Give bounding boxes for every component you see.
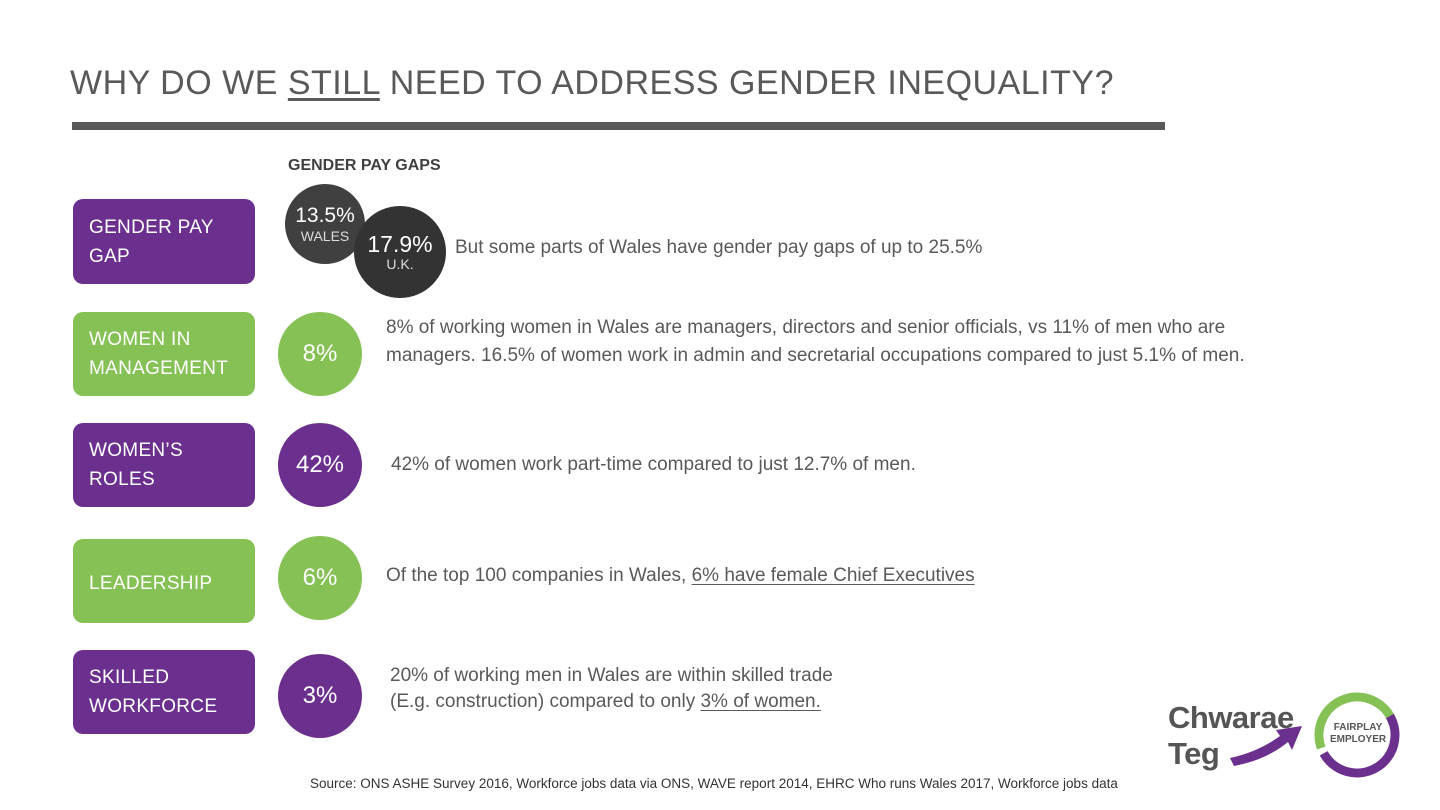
category-label: GENDER PAY GAP: [89, 216, 214, 267]
category-leadership: LEADERSHIP: [73, 539, 255, 623]
roles-stat-circle: 42%: [278, 423, 362, 507]
leadership-text-emphasis: 6% have female Chief Executives: [691, 565, 975, 586]
wales-pay-gap-bubble: 13.5% WALES: [285, 184, 365, 264]
title-text: WHY DO WE: [70, 64, 288, 102]
category-label: LEADERSHIP: [89, 572, 213, 594]
category-skilled-workforce: SKILLED WORKFORCE: [73, 650, 255, 734]
fairplay-employer-badge-icon: [1314, 692, 1400, 778]
category-label: SKILLED WORKFORCE: [89, 667, 218, 717]
skilled-text-emphasis: 3% of women.: [700, 691, 821, 712]
management-stat: 8%: [302, 340, 338, 367]
skilled-text-line2: (E.g. construction) compared to only 3% …: [390, 689, 833, 715]
title-divider: [72, 122, 1165, 130]
title-text-end: NEED TO ADDRESS GENDER INEQUALITY?: [379, 64, 1114, 102]
logo-line2: Teg: [1168, 736, 1220, 771]
pay-gaps-heading: GENDER PAY GAPS: [288, 157, 441, 174]
chwarae-teg-logo: Chwarae Teg: [1168, 700, 1294, 772]
title-emphasis: STILL: [287, 64, 380, 102]
roles-stat: 42%: [295, 451, 345, 478]
leadership-stat: 6%: [302, 564, 338, 591]
wales-pay-gap-label: WALES: [300, 228, 350, 244]
wales-pay-gap-value: 13.5%: [295, 204, 355, 227]
leadership-description: Of the top 100 companies in Wales, 6% ha…: [386, 562, 975, 590]
skilled-text-plain: (E.g. construction) compared to only: [390, 691, 701, 712]
leadership-text: Of the top 100 companies in Wales,: [386, 565, 692, 586]
pay-gap-note: But some parts of Wales have gender pay …: [455, 237, 983, 258]
category-women-in-management: WOMEN IN MANAGEMENT: [73, 312, 255, 396]
skilled-description: 20% of working men in Wales are within s…: [390, 663, 833, 715]
category-label: WOMEN IN MANAGEMENT: [89, 329, 229, 379]
badge-line1: FAIRPLAY: [1333, 722, 1383, 733]
skilled-text-line1: 20% of working men in Wales are within s…: [390, 665, 833, 686]
fairplay-badge-text: FAIRPLAY EMPLOYER: [1330, 722, 1386, 746]
badge-line2: EMPLOYER: [1330, 734, 1387, 745]
page-title: WHY DO WE STILL NEED TO ADDRESS GENDER I…: [70, 64, 1114, 103]
category-label: WOMEN’S ROLES: [89, 440, 183, 490]
uk-pay-gap-bubble: 17.9% U.K.: [354, 206, 446, 298]
uk-pay-gap-value: 17.9%: [367, 231, 433, 257]
skilled-stat-circle: 3%: [278, 654, 362, 738]
uk-pay-gap-label: U.K.: [386, 256, 414, 272]
source-footnote: Source: ONS ASHE Survey 2016, Workforce …: [310, 776, 1118, 791]
skilled-stat: 3%: [302, 682, 338, 709]
category-gender-pay-gap: GENDER PAY GAP: [73, 199, 255, 284]
category-womens-roles: WOMEN’S ROLES: [73, 423, 255, 507]
roles-description: 42% of women work part-time compared to …: [391, 454, 916, 475]
logo-swoosh-icon: [1230, 726, 1302, 766]
leadership-stat-circle: 6%: [278, 536, 362, 620]
logo-line1: Chwarae: [1168, 700, 1294, 735]
management-description: 8% of working women in Wales are manager…: [386, 317, 1245, 366]
management-stat-circle: 8%: [278, 312, 362, 396]
